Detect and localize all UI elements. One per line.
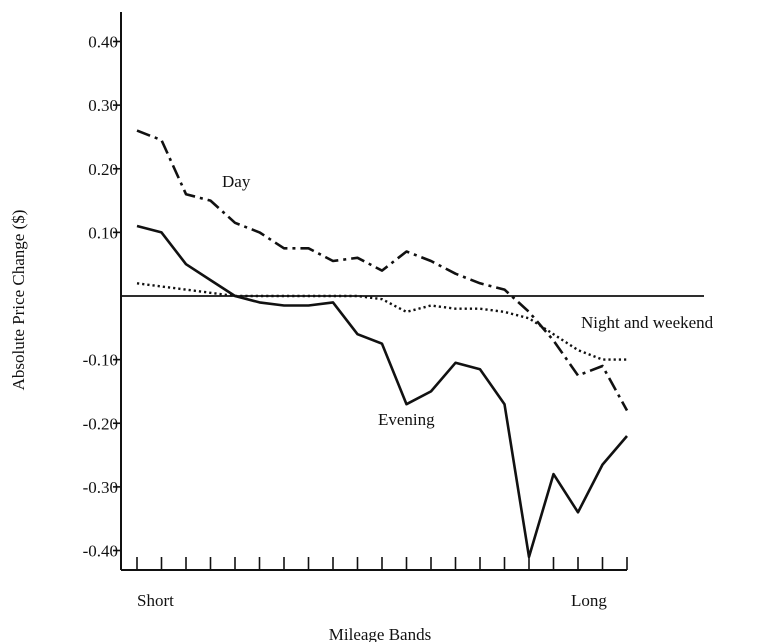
y-tick-label: -0.30 bbox=[83, 478, 118, 497]
axes bbox=[120, 12, 704, 571]
x-label-long: Long bbox=[571, 591, 607, 610]
series-label-night-and-weekend: Night and weekend bbox=[581, 313, 714, 332]
x-axis-title: Mileage Bands bbox=[329, 625, 431, 642]
series-label-day: Day bbox=[222, 172, 251, 191]
y-axis-title: Absolute Price Change ($) bbox=[9, 210, 28, 391]
series-line-night-and-weekend bbox=[136, 282, 627, 361]
series-lines bbox=[136, 129, 629, 559]
y-tick-label: 0.40 bbox=[88, 33, 118, 52]
y-tick-label: 0.30 bbox=[88, 96, 118, 115]
y-tick-label: -0.40 bbox=[83, 542, 118, 561]
series-line-day bbox=[136, 129, 629, 412]
y-tick-labels: 0.40 0.30 0.20 0.10 -0.10 -0.20 -0.30 -0.40 bbox=[83, 33, 118, 561]
series-label-evening: Evening bbox=[378, 410, 435, 429]
y-tick-label: 0.10 bbox=[88, 223, 118, 242]
x-label-short: Short bbox=[137, 591, 174, 610]
y-tick-label: -0.10 bbox=[83, 351, 118, 370]
series-line-evening bbox=[136, 224, 628, 559]
y-tick-label: -0.20 bbox=[83, 414, 118, 433]
y-tick-label: 0.20 bbox=[88, 160, 118, 179]
tick-marks bbox=[113, 40, 628, 570]
